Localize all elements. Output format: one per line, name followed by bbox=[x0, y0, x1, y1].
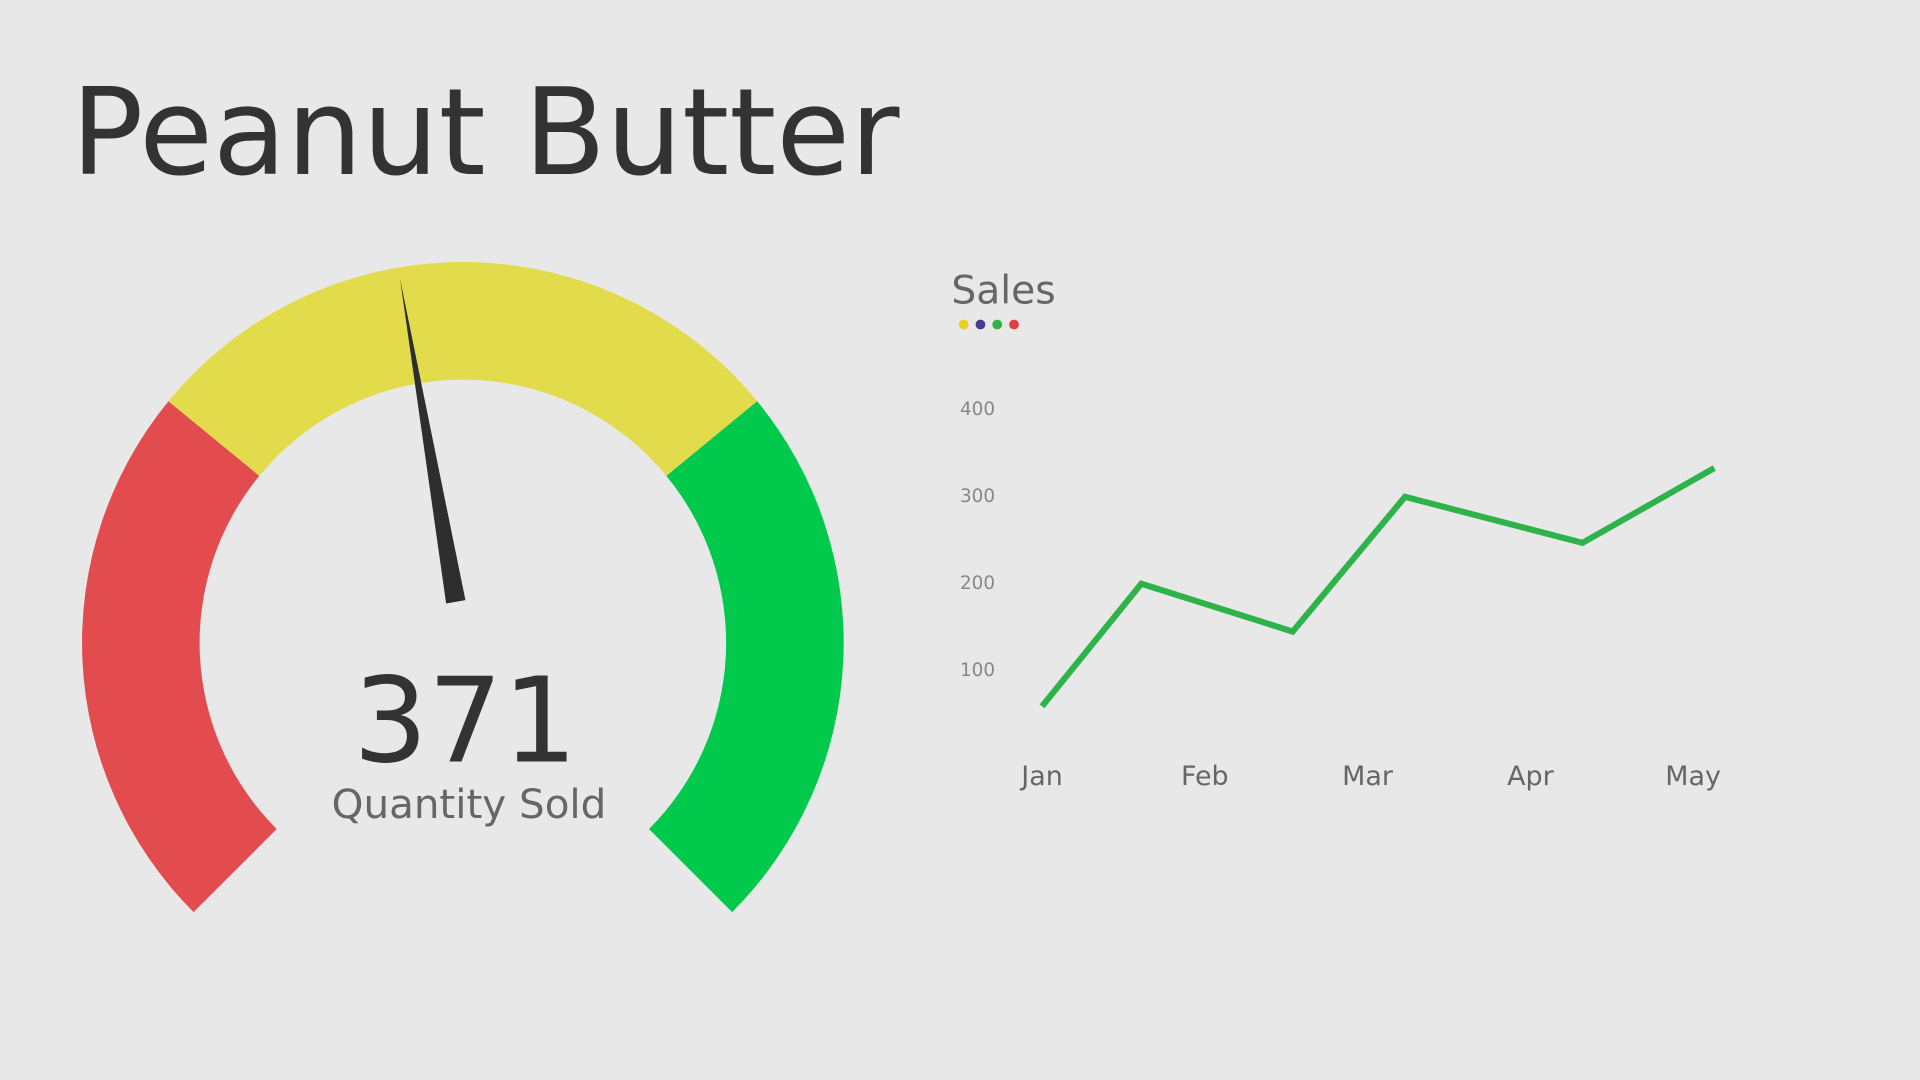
y-tick-label: 200 bbox=[960, 573, 995, 594]
x-tick-label: Feb bbox=[1181, 761, 1229, 792]
y-tick-label: 300 bbox=[960, 486, 995, 507]
y-tick-label: 400 bbox=[960, 399, 995, 420]
x-tick-label: Mar bbox=[1342, 761, 1394, 792]
chart-title: Sales bbox=[951, 269, 1055, 314]
legend-dot bbox=[975, 319, 986, 330]
legend-dot bbox=[992, 319, 1003, 330]
sales-line bbox=[1039, 465, 1716, 709]
page-title: Peanut Butter bbox=[71, 64, 900, 203]
legend-dot bbox=[1009, 319, 1019, 330]
x-tick-label: Jan bbox=[1019, 761, 1063, 792]
legend-dot bbox=[958, 319, 969, 330]
gauge-value: 371 bbox=[353, 653, 577, 790]
y-tick-label: 100 bbox=[960, 660, 995, 681]
x-tick-label: Apr bbox=[1507, 761, 1555, 792]
gauge-needle bbox=[399, 278, 466, 604]
gauge-band bbox=[168, 262, 758, 476]
gauge-band bbox=[82, 401, 277, 913]
gauge-label: Quantity Sold bbox=[332, 780, 607, 828]
gauge-band bbox=[649, 401, 844, 913]
x-tick-label: May bbox=[1665, 761, 1721, 792]
